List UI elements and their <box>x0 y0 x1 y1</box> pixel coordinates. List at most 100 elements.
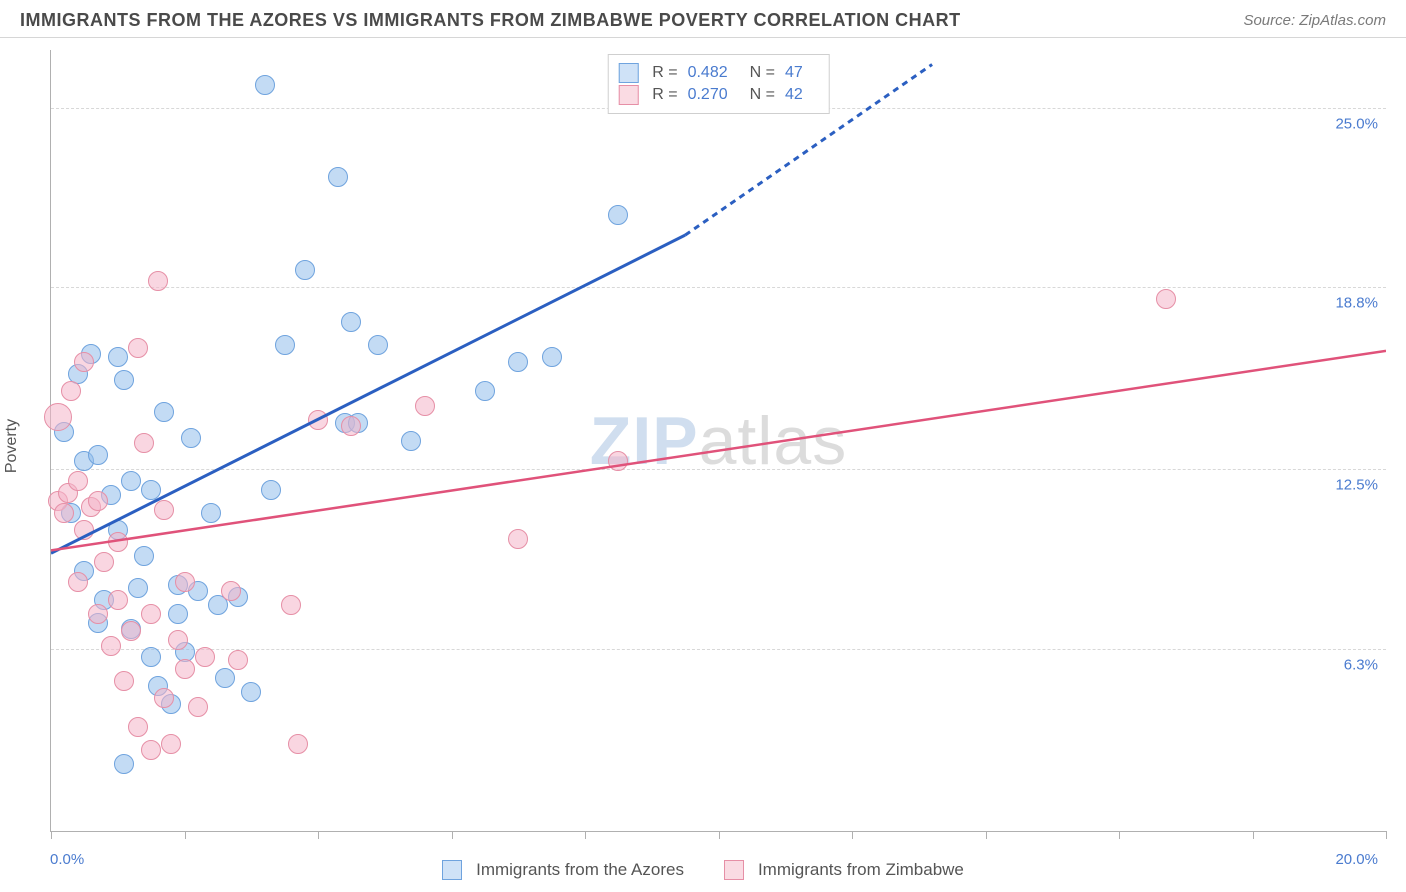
data-point <box>74 520 94 540</box>
chart-area: ZIPatlas R = 0.482 N = 47 R = 0.270 N = … <box>50 50 1386 832</box>
data-point <box>44 403 72 431</box>
r-label: R = <box>652 64 677 82</box>
data-point <box>161 734 181 754</box>
y-tick-label: 12.5% <box>1335 477 1378 494</box>
data-point <box>295 260 315 280</box>
data-point <box>94 552 114 572</box>
data-point <box>401 431 421 451</box>
data-point <box>341 312 361 332</box>
data-point <box>221 581 241 601</box>
data-point <box>228 650 248 670</box>
legend-item: Immigrants from Zimbabwe <box>724 860 964 880</box>
data-point <box>168 604 188 624</box>
data-point <box>415 396 435 416</box>
data-point <box>148 271 168 291</box>
gridline <box>51 469 1386 470</box>
legend-item: Immigrants from the Azores <box>442 860 684 880</box>
data-point <box>114 754 134 774</box>
swatch-icon <box>618 63 638 83</box>
data-point <box>1156 289 1176 309</box>
r-value: 0.270 <box>688 86 728 104</box>
data-point <box>128 338 148 358</box>
swatch-icon <box>442 860 462 880</box>
data-point <box>341 416 361 436</box>
data-point <box>175 572 195 592</box>
data-point <box>181 428 201 448</box>
x-tick <box>852 831 853 839</box>
data-point <box>328 167 348 187</box>
data-point <box>195 647 215 667</box>
watermark: ZIPatlas <box>590 402 847 480</box>
header: IMMIGRANTS FROM THE AZORES VS IMMIGRANTS… <box>0 0 1406 38</box>
data-point <box>542 347 562 367</box>
data-point <box>241 682 261 702</box>
plot-region: ZIPatlas R = 0.482 N = 47 R = 0.270 N = … <box>50 50 1386 832</box>
legend-row: R = 0.270 N = 42 <box>618 85 815 105</box>
data-point <box>68 471 88 491</box>
data-point <box>121 471 141 491</box>
data-point <box>154 402 174 422</box>
x-tick <box>719 831 720 839</box>
data-point <box>508 529 528 549</box>
data-point <box>128 717 148 737</box>
watermark-zip: ZIP <box>590 403 699 479</box>
data-point <box>141 647 161 667</box>
data-point <box>74 352 94 372</box>
data-point <box>608 205 628 225</box>
n-label: N = <box>750 86 775 104</box>
data-point <box>134 433 154 453</box>
data-point <box>168 630 188 650</box>
data-point <box>68 572 88 592</box>
data-point <box>141 740 161 760</box>
data-point <box>141 480 161 500</box>
data-point <box>154 688 174 708</box>
legend-label: Immigrants from Zimbabwe <box>758 860 964 880</box>
legend-row: R = 0.482 N = 47 <box>618 63 815 83</box>
swatch-icon <box>618 85 638 105</box>
r-label: R = <box>652 86 677 104</box>
x-tick <box>986 831 987 839</box>
watermark-atlas: atlas <box>699 403 848 479</box>
chart-source: Source: ZipAtlas.com <box>1243 12 1386 29</box>
data-point <box>54 503 74 523</box>
y-tick-label: 18.8% <box>1335 295 1378 312</box>
chart-title: IMMIGRANTS FROM THE AZORES VS IMMIGRANTS… <box>20 10 961 31</box>
data-point <box>134 546 154 566</box>
data-point <box>608 451 628 471</box>
data-point <box>154 500 174 520</box>
swatch-icon <box>724 860 744 880</box>
data-point <box>288 734 308 754</box>
y-axis-label: Poverty <box>3 419 21 473</box>
data-point <box>108 590 128 610</box>
data-point <box>175 659 195 679</box>
gridline <box>51 287 1386 288</box>
data-point <box>61 381 81 401</box>
x-tick <box>51 831 52 839</box>
data-point <box>475 381 495 401</box>
data-point <box>88 445 108 465</box>
data-point <box>308 410 328 430</box>
x-tick <box>1386 831 1387 839</box>
data-point <box>114 671 134 691</box>
data-point <box>508 352 528 372</box>
n-label: N = <box>750 64 775 82</box>
trendlines-svg <box>51 50 1386 831</box>
data-point <box>108 347 128 367</box>
data-point <box>281 595 301 615</box>
x-tick <box>452 831 453 839</box>
data-point <box>275 335 295 355</box>
gridline <box>51 649 1386 650</box>
y-tick-label: 6.3% <box>1344 656 1378 673</box>
correlation-legend: R = 0.482 N = 47 R = 0.270 N = 42 <box>607 54 830 114</box>
data-point <box>121 621 141 641</box>
y-tick-label: 25.0% <box>1335 115 1378 132</box>
x-tick <box>1119 831 1120 839</box>
data-point <box>128 578 148 598</box>
x-tick <box>318 831 319 839</box>
data-point <box>88 604 108 624</box>
data-point <box>201 503 221 523</box>
data-point <box>215 668 235 688</box>
data-point <box>368 335 388 355</box>
data-point <box>255 75 275 95</box>
data-point <box>108 532 128 552</box>
